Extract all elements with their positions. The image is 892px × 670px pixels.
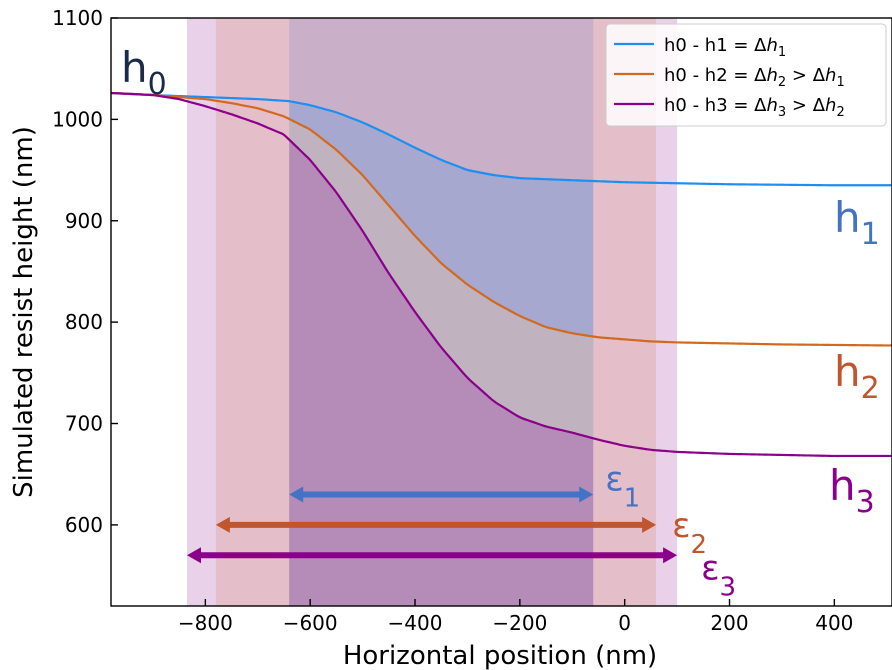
y-tick-label: 800 xyxy=(65,310,103,334)
legend-label-1: h0 - h1 = Δh1 xyxy=(664,35,786,60)
curve-label-h1: h1 xyxy=(834,193,880,252)
arrow-head-left-1 xyxy=(289,486,304,503)
y-tick-label: 1100 xyxy=(52,6,103,30)
curve-labels: h0 h1 h2 h3 xyxy=(121,43,880,520)
series-line-1 xyxy=(111,91,892,187)
x-tick-label: −800 xyxy=(178,611,233,635)
plot-frame xyxy=(110,17,892,607)
legend-label-3: h0 - h3 = Δh3 > Δh2 xyxy=(664,95,845,120)
series-line-3 xyxy=(111,91,892,458)
arrow-head-right-1 xyxy=(579,486,594,503)
curve-label-h3: h3 xyxy=(829,461,875,520)
curve-label-h2: h2 xyxy=(834,347,880,406)
y-tick-label: 1000 xyxy=(52,107,103,131)
x-tick-label: −400 xyxy=(388,611,443,635)
fill-region-2 xyxy=(289,119,594,439)
arrow-head-left-2 xyxy=(215,516,230,533)
x-axis-title: Horizontal position (nm) xyxy=(343,641,657,670)
x-tick-label: 0 xyxy=(618,611,631,635)
y-tick-label: 600 xyxy=(65,513,103,537)
curve-label-h0: h0 xyxy=(121,43,167,102)
epsilon-label-3: ε3 xyxy=(701,548,736,602)
series-line-2 xyxy=(111,91,892,347)
y-tick-label: 700 xyxy=(65,412,103,436)
x-tick-label: 400 xyxy=(815,611,853,635)
y-axis-title: Simulated resist height (nm) xyxy=(9,126,39,498)
legend-label-2: h0 - h2 = Δh2 > Δh1 xyxy=(664,65,845,90)
axes: −800 −600 −400 −200 0 200 400 600 700 800 900 1000 1… xyxy=(52,6,892,635)
fill-region-1 xyxy=(289,101,594,337)
y-tick-label: 900 xyxy=(65,209,103,233)
x-tick-label: −600 xyxy=(283,611,338,635)
fill-region-3 xyxy=(289,139,594,606)
legend-box xyxy=(605,23,887,127)
epsilon-label-1: ε1 xyxy=(605,459,640,513)
arrow-head-left-3 xyxy=(187,547,202,564)
between-curve-fills xyxy=(289,101,594,606)
epsilon-label-2: ε2 xyxy=(672,506,707,560)
arrow-head-right-3 xyxy=(663,547,678,564)
series-lines xyxy=(111,91,892,458)
x-tick-label: 200 xyxy=(710,611,748,635)
legend: h0 - h1 = Δh1 h0 - h2 = Δh2 > Δh1 h0 - h3 … xyxy=(605,23,887,127)
x-tick-label: −200 xyxy=(492,611,547,635)
arrow-head-right-2 xyxy=(642,516,657,533)
